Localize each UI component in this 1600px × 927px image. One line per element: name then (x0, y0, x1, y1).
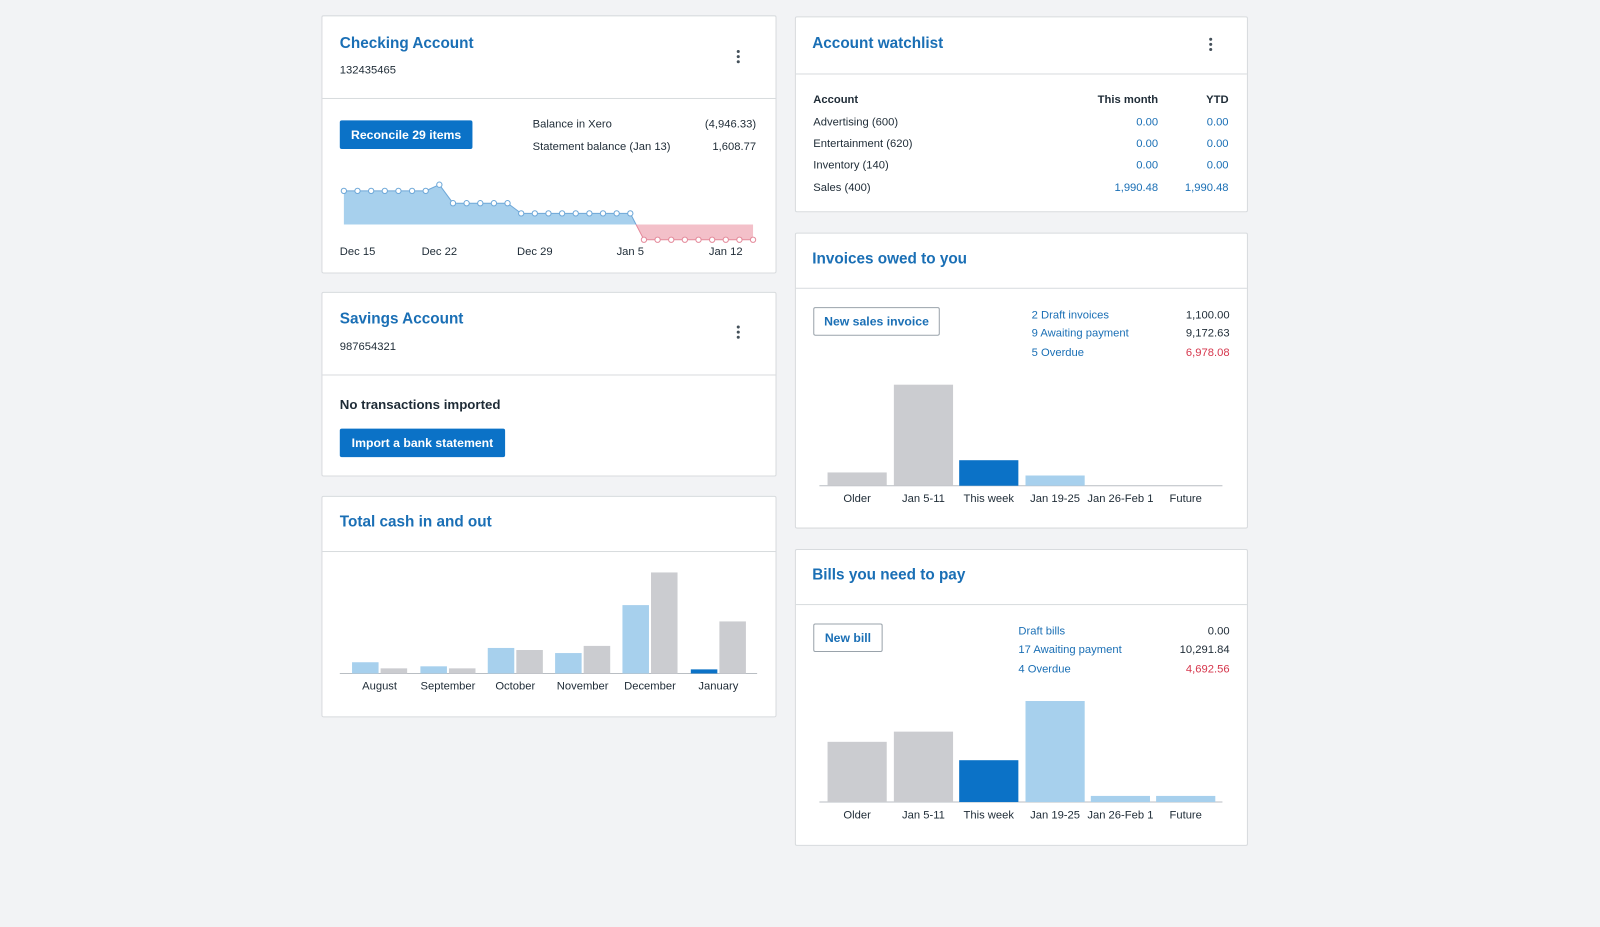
card-title[interactable]: Bills you need to pay (812, 566, 966, 584)
divider (795, 287, 1247, 289)
table-header: YTD (1206, 93, 1229, 107)
table-cell[interactable]: 1,990.48 (1184, 181, 1229, 194)
table-header: This month (1097, 93, 1159, 107)
table-cell[interactable]: 0.00 (1206, 116, 1229, 129)
table-cell: Advertising (600) (813, 116, 899, 129)
summary-link[interactable]: 4 Overdue (1018, 662, 1071, 676)
summary-value: 6,978.08 (1185, 346, 1230, 359)
summary-link[interactable]: 17 Awaiting payment (1018, 644, 1122, 657)
balance-value: (4,946.33) (704, 118, 757, 131)
balance-label: Statement balance (Jan 13) (532, 140, 671, 154)
summary-link[interactable]: 9 Awaiting payment (1031, 327, 1129, 341)
divider (795, 73, 1247, 75)
account-number: 987654321 (339, 340, 396, 354)
table-cell[interactable]: 0.00 (1136, 116, 1159, 129)
summary-value: 1,100.00 (1185, 309, 1230, 322)
card-title[interactable]: Invoices owed to you (812, 249, 968, 268)
button[interactable]: Import a bank statement (339, 428, 506, 458)
summary-value: 9,172.63 (1185, 327, 1230, 341)
button[interactable]: New bill (813, 623, 883, 653)
table-cell[interactable]: 0.00 (1206, 159, 1229, 172)
summary-link[interactable]: 5 Overdue (1031, 346, 1085, 359)
card-title[interactable]: Account watchlist (812, 34, 944, 53)
card-title[interactable]: Checking Account (339, 34, 474, 53)
summary-value: 0.00 (1207, 625, 1230, 638)
table-header: Account (813, 93, 859, 107)
balance-label: Balance in Xero (532, 118, 612, 131)
message: No transactions imported (339, 396, 501, 413)
table-cell[interactable]: 1,990.48 (1114, 181, 1159, 194)
divider (322, 374, 776, 376)
button[interactable]: New sales invoice (813, 307, 940, 336)
summary-value: 4,692.56 (1185, 662, 1230, 676)
card-title[interactable]: Total cash in and out (339, 513, 492, 531)
table-cell: Inventory (140) (813, 159, 889, 172)
table-cell: Sales (400) (813, 181, 871, 194)
table-cell: Entertainment (620) (813, 137, 913, 151)
balance-value: 1,608.77 (712, 140, 757, 154)
account-number: 132435465 (339, 64, 396, 77)
menu-button[interactable] (1209, 37, 1213, 53)
menu-button[interactable] (736, 325, 741, 341)
card-title[interactable]: Savings Account (339, 310, 464, 328)
divider (795, 604, 1247, 606)
bills-card (794, 548, 1248, 846)
summary-value: 10,291.84 (1179, 644, 1230, 657)
summary-link[interactable]: 2 Draft invoices (1031, 309, 1109, 322)
divider (322, 551, 776, 553)
button[interactable]: Reconcile 29 items (339, 120, 473, 149)
watchlist-card (794, 16, 1248, 213)
invoices-card (794, 232, 1248, 529)
divider (322, 97, 776, 99)
table-cell[interactable]: 0.00 (1136, 159, 1159, 172)
table-cell[interactable]: 0.00 (1206, 137, 1229, 151)
menu-button[interactable] (736, 49, 741, 65)
summary-link[interactable]: Draft bills (1018, 625, 1066, 638)
cash-card (321, 495, 777, 718)
table-cell[interactable]: 0.00 (1136, 137, 1159, 151)
